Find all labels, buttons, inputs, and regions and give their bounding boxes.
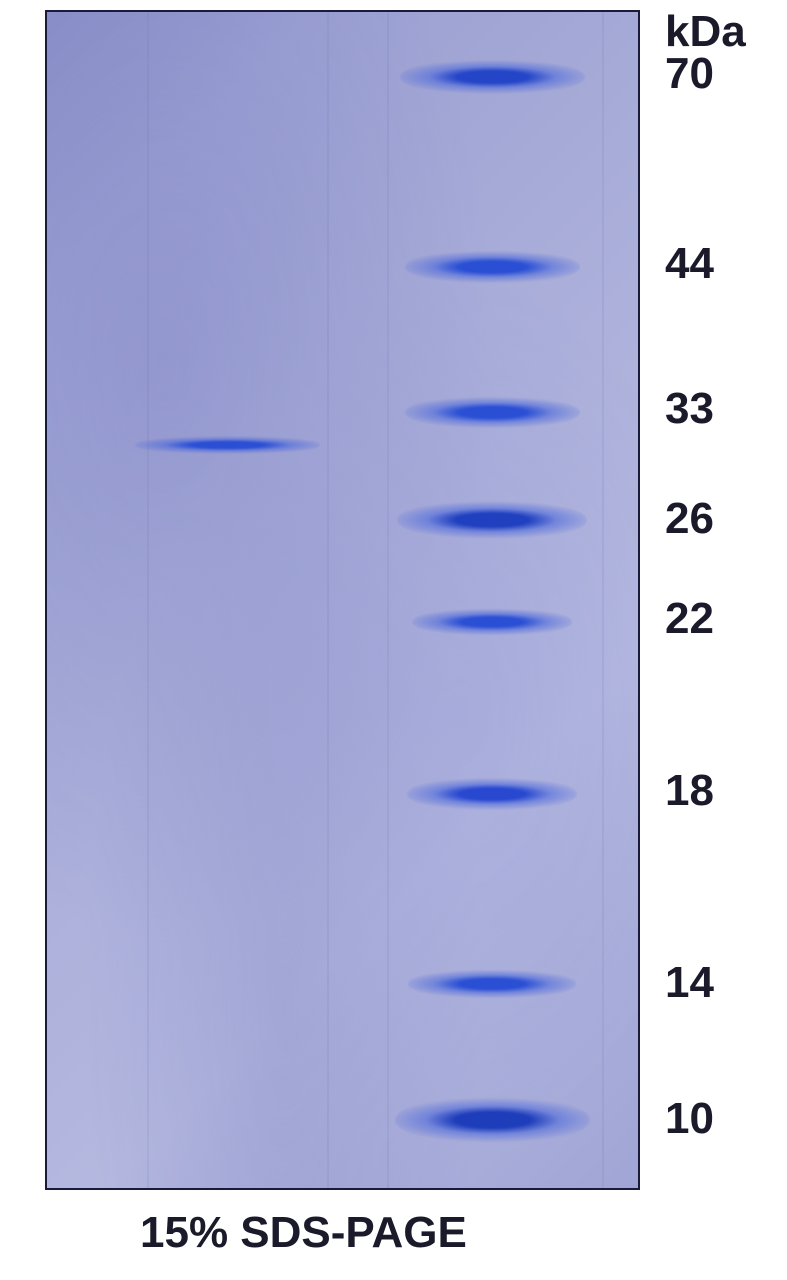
- protein-band: [412, 607, 572, 637]
- lane-divider: [147, 12, 149, 1188]
- mw-label-33: 33: [665, 384, 714, 434]
- mw-label-10: 10: [665, 1094, 714, 1144]
- gel-texture: [47, 12, 638, 1188]
- gel-caption: 15% SDS-PAGE: [140, 1208, 467, 1258]
- protein-band: [408, 968, 576, 1000]
- gel-area: [45, 10, 640, 1190]
- protein-band: [397, 499, 587, 541]
- mw-label-70: 70: [665, 49, 714, 99]
- protein-band: [405, 395, 580, 430]
- lane-divider: [602, 12, 604, 1188]
- protein-band: [395, 1095, 590, 1145]
- mw-label-44: 44: [665, 239, 714, 289]
- protein-band: [407, 776, 577, 812]
- lane-divider: [387, 12, 389, 1188]
- lane-divider: [327, 12, 329, 1188]
- mw-label-22: 22: [665, 594, 714, 644]
- mw-label-18: 18: [665, 766, 714, 816]
- protein-band: [400, 58, 585, 96]
- figure-container: kDa 7044332622181410 15% SDS-PAGE: [0, 0, 787, 1280]
- mw-label-26: 26: [665, 494, 714, 544]
- mw-label-14: 14: [665, 958, 714, 1008]
- protein-band: [405, 249, 580, 285]
- protein-band: [135, 435, 320, 455]
